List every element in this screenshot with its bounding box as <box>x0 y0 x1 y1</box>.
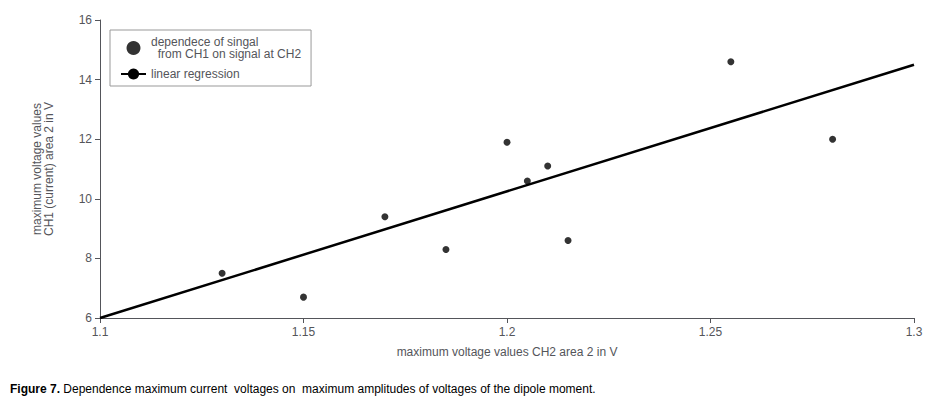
svg-text:1.1: 1.1 <box>92 325 109 339</box>
svg-text:Figure 7.: Figure 7. <box>10 382 60 396</box>
svg-text:dependece of singal: dependece of singal <box>151 35 259 49</box>
svg-text:1.15: 1.15 <box>292 325 316 339</box>
svg-text:1.25: 1.25 <box>699 325 723 339</box>
svg-text:from CH1 on signal at CH2: from CH1 on signal at CH2 <box>151 47 301 61</box>
svg-text:1.3: 1.3 <box>906 325 923 339</box>
svg-text:6: 6 <box>85 311 92 325</box>
svg-text:14: 14 <box>79 73 93 87</box>
svg-text:CH1 (current) area 2 in V: CH1 (current) area 2 in V <box>42 102 56 236</box>
svg-text:maximum voltage values CH2 are: maximum voltage values CH2 area 2 in V <box>397 345 618 359</box>
svg-text:Dependence maximum current vo: Dependence maximum current voltages on m… <box>60 382 596 396</box>
svg-text:8: 8 <box>85 251 92 265</box>
svg-text:maximum voltage values: maximum voltage values <box>30 103 44 235</box>
svg-text:linear regression: linear regression <box>151 67 240 81</box>
svg-text:10: 10 <box>79 192 93 206</box>
svg-text:12: 12 <box>79 132 93 146</box>
svg-text:1.2: 1.2 <box>499 325 516 339</box>
svg-text:16: 16 <box>79 13 93 27</box>
